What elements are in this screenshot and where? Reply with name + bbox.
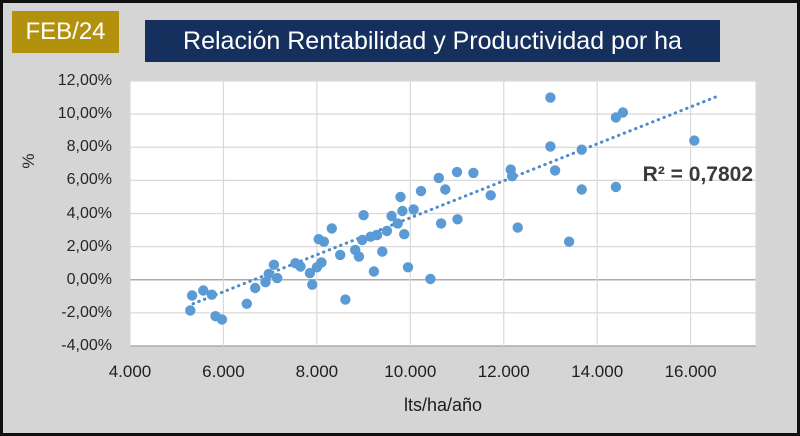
data-point [304,267,316,279]
data-point [576,184,587,195]
data-point [260,277,271,288]
x-axis-tick-label: 14.000 [571,362,624,381]
y-axis-tick-label: -4,00% [61,337,112,354]
data-point [198,285,209,296]
data-point [485,190,496,201]
data-point [395,191,406,203]
r-squared-label: R² = 0,7802 [642,163,753,186]
data-point [316,257,327,268]
x-axis-tick-label: 8.000 [295,362,339,381]
data-point [381,225,393,237]
data-point [689,135,700,146]
y-axis-tick-label: 8,00% [66,138,112,156]
trendline [191,95,718,306]
data-point [617,107,629,118]
y-axis-tick-label: -2,00% [61,303,112,321]
data-point [399,229,410,240]
data-point [250,282,261,294]
data-point [206,289,217,300]
data-point [545,141,556,152]
y-axis-tick-label: 2,00% [66,237,112,255]
data-point [318,236,330,247]
period-badge: FEB/24 [12,11,119,53]
data-point [353,251,365,262]
chart-title-bar: Relación Rentabilidad y Productividad po… [145,20,720,62]
y-axis-tick-label: 6,00% [66,171,112,189]
data-point [433,172,444,184]
data-point [610,181,622,193]
data-point [272,272,283,284]
data-point [268,259,280,270]
data-point [545,92,556,103]
data-point [392,218,403,229]
data-point [440,184,451,195]
data-point [452,214,463,225]
data-point [185,305,196,316]
data-point [326,223,337,234]
data-point [295,261,306,272]
data-point [425,273,436,285]
chart-title: Relación Rentabilidad y Productividad po… [183,26,682,55]
y-axis-tick-label: 0,00% [66,270,112,288]
data-point [468,167,479,179]
x-axis-tick-label: 16.000 [664,362,717,381]
data-point [512,222,523,233]
scatter-plot-canvas [129,80,757,347]
y-axis-tick-label: 4,00% [66,204,112,222]
plot-area [129,80,757,347]
data-point [241,298,252,309]
x-axis-tick-label: 10.000 [384,362,437,381]
data-point [397,205,408,217]
data-point [408,204,419,215]
data-point [371,229,383,241]
data-point [186,290,198,301]
data-point [563,236,575,247]
data-point [216,314,228,325]
data-point [549,165,561,176]
data-point [263,268,274,280]
data-point [386,210,397,222]
data-point [340,294,351,305]
data-point [307,279,318,290]
data-point [377,246,388,257]
data-point [576,144,587,155]
data-point [506,171,518,182]
data-point [415,185,427,197]
data-point [335,249,346,261]
data-point [358,210,369,221]
x-axis-title: lts/ha/año [403,395,483,415]
data-point [451,166,463,178]
data-point [435,218,447,229]
y-axis-tick-label: 12,00% [57,72,112,89]
x-axis-tick-label: 6.000 [202,362,245,381]
y-axis-tick-label: 10,00% [57,105,112,123]
x-axis-tick-label: 12.000 [477,362,530,381]
data-point [402,262,414,273]
data-point [357,234,368,246]
x-axis-tick-label: 4.000 [108,362,152,381]
data-point [368,266,380,277]
